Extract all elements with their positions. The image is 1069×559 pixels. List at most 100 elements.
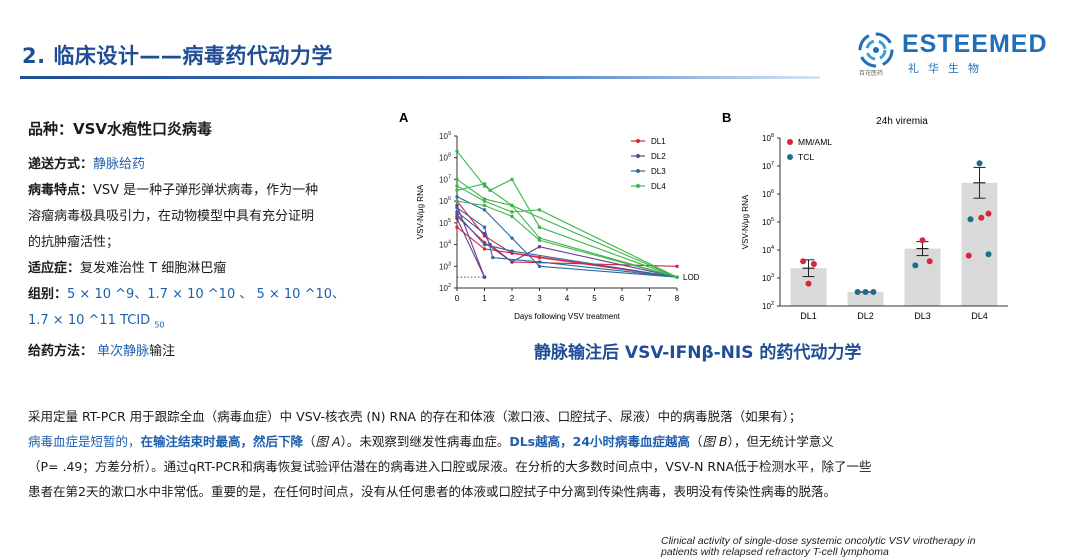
para-l2-highlight-1: 在输注结束时最高，然后下降 (140, 434, 304, 449)
delivery-value: 静脉给药 (93, 157, 146, 172)
series-line-dl4 (456, 178, 678, 278)
x-tick-label: 8 (675, 294, 680, 303)
group-subscript: 50 (154, 320, 165, 330)
data-point-dl4 (455, 177, 459, 182)
data-point (854, 289, 861, 295)
legend-marker (787, 139, 793, 145)
bar-dl4 (961, 182, 998, 306)
x-category-label: DL4 (971, 311, 988, 321)
y-tick-label: 109 (439, 131, 451, 141)
panel-label-a: A (399, 110, 409, 125)
chart-title: 24h viremia (876, 116, 928, 127)
description-paragraph: 采用定量 RT-PCR 用于跟踪全血（病毒血症）中 VSV-核衣壳 (N) RN… (28, 404, 1048, 504)
para-l2-c: （ (303, 434, 316, 449)
chart-a-viremia-over-time: A 102 103 104 105 106 107 108 109 0 1 2 3 4 5 6 7 8 Days f… (399, 110, 700, 321)
legend-label: DL2 (651, 152, 666, 161)
data-point (967, 216, 974, 223)
logo-swirl-icon (858, 32, 894, 68)
x-tick-label: 3 (537, 294, 542, 303)
company-logo: 百花医药 ESTEEMED 礼华生物 (858, 30, 1047, 78)
panel-label-b: B (722, 110, 731, 125)
delivery-line: 递送方式：静脉给药 (28, 152, 378, 178)
y-tick-label: 106 (762, 189, 774, 199)
para-l2-fig-a: 图 A (315, 434, 341, 449)
group-value-2: 1.7 × 10 ^11 TCID (28, 313, 155, 328)
y-tick-label: 105 (762, 217, 774, 227)
page-title: 2. 临床设计——病毒药代动力学 (22, 44, 333, 68)
data-point-dl3 (455, 212, 459, 216)
data-point-dl4 (482, 203, 487, 208)
y-tick-label: 102 (762, 301, 774, 311)
bar-dl2 (847, 292, 884, 306)
legend-label: DL3 (651, 167, 666, 176)
y-tick-label: 106 (439, 196, 451, 206)
data-point-dl4 (510, 210, 514, 214)
data-point-dl4 (455, 199, 459, 203)
data-point (870, 289, 877, 295)
data-point-dl2 (537, 245, 542, 249)
x-category-label: DL3 (914, 311, 931, 321)
x-axis-title: Days following VSV treatment (514, 312, 621, 321)
group-label: 组别： (28, 287, 68, 302)
x-tick-label: 2 (510, 294, 515, 303)
para-line-3: （P= .49；方差分析）。通过qRT-PCR和病毒恢复试验评估潜在的病毒进入口… (28, 459, 872, 474)
legend-marker (636, 169, 640, 173)
data-point (912, 262, 919, 269)
data-point (976, 160, 983, 167)
method-label: 给药方法： (28, 343, 94, 359)
y-tick-label: 108 (762, 133, 774, 143)
para-line-1: 采用定量 RT-PCR 用于跟踪全血（病毒血症）中 VSV-核衣壳 (N) RN… (28, 409, 802, 424)
indication-line: 适应症：复发难治性 T 细胞淋巴瘤 (28, 256, 378, 282)
group-value: 5 × 10 ^9、1.7 × 10 ^10 、 5 × 10 ^10、 (67, 287, 346, 302)
series-line-dl2 (456, 211, 678, 278)
data-point-dl4 (510, 203, 514, 208)
figure-caption: 静脉输注后 VSV-IFNβ-NIS 的药代动力学 (534, 343, 862, 363)
data-point (919, 237, 926, 244)
y-tick-label: 104 (762, 245, 774, 255)
group-line-2: 1.7 × 10 ^11 TCID 50 (28, 308, 378, 339)
data-point-dl2 (482, 275, 487, 279)
data-point-dl4 (675, 275, 679, 279)
feature-label: 病毒特点： (28, 183, 94, 198)
x-category-label: DL1 (800, 311, 817, 321)
para-line-4: 患者在第2天的漱口水中非常低。重要的是，在任何时间点，没有从任何患者的体液或口腔… (28, 484, 836, 499)
data-point-dl4 (510, 177, 514, 182)
data-point-dl3 (482, 225, 487, 229)
data-point-dl4 (482, 182, 487, 186)
data-point (978, 214, 985, 221)
data-point-dl2 (455, 216, 459, 221)
legend-label: TCL (798, 152, 814, 162)
data-point-dl4 (455, 184, 459, 188)
chart-b-24h-viremia: B 24h viremia 102 103 104 105 106 107 108 DL1 DL2 D… (722, 110, 1008, 321)
y-tick-label: 104 (439, 240, 451, 250)
feature-line-2: 溶瘤病毒极具吸引力，在动物模型中具有充分证明 (28, 209, 315, 224)
data-point-dl4 (537, 225, 542, 229)
y-tick-label: 103 (439, 261, 451, 271)
data-point (805, 280, 812, 287)
series-line-dl2 (456, 218, 485, 278)
legend-marker (636, 184, 640, 188)
bar-dl3 (904, 248, 941, 306)
data-point-dl1 (675, 264, 679, 268)
y-axis-title: VSV-N/μg RNA (741, 194, 750, 249)
data-point (985, 251, 992, 258)
para-l2-a: 病毒血症是短暂的， (28, 434, 141, 449)
feature-line-3: 的抗肿瘤活性； (28, 235, 120, 250)
method-line: 给药方法： 单次静脉输注 (28, 339, 378, 365)
data-point-dl2 (482, 232, 487, 236)
y-axis-title: VSV-N/μg RNA (416, 184, 425, 239)
citation-line-1: Clinical activity of single-dose systemi… (661, 535, 976, 547)
method-value-rest: 输注 (149, 343, 176, 359)
x-tick-label: 1 (482, 294, 487, 303)
para-l2-g: （ (690, 434, 703, 449)
y-tick-label: 107 (762, 161, 774, 171)
data-point-dl3 (510, 236, 514, 240)
data-point-dl3 (482, 208, 487, 212)
data-point-dl3 (455, 205, 459, 210)
citation: Clinical activity of single-dose systemi… (661, 536, 976, 558)
legend-label: DL4 (651, 182, 666, 191)
data-point-dl3 (455, 195, 459, 199)
y-tick-label: 103 (762, 273, 774, 283)
product-info: 品种：VSV水疱性口炎病毒 递送方式：静脉给药 病毒特点：VSV 是一种子弹形弹… (28, 118, 378, 365)
indication-label: 适应症： (28, 261, 81, 276)
